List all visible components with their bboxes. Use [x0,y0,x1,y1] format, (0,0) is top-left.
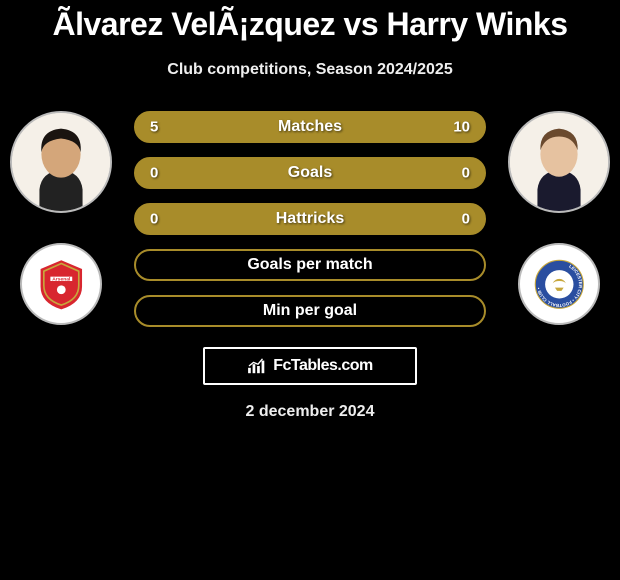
stat-label: Hattricks [276,210,344,228]
svg-text:Arsenal: Arsenal [52,276,71,282]
stat-left-value: 0 [150,165,158,182]
stat-label: Goals per match [247,256,372,274]
bar-chart-icon [247,357,269,375]
stat-right-value: 10 [453,119,470,136]
stat-bar-matches: 5 Matches 10 [134,111,486,143]
stat-bar-goals-per-match: Goals per match [134,249,486,281]
stat-left-value: 0 [150,211,158,228]
club-crest-icon: LEICESTER CITY • FOOTBALL CLUB • [532,257,587,312]
stat-right-value: 0 [462,165,470,182]
stat-label: Min per goal [263,302,357,320]
brand-text: FcTables.com [273,357,373,375]
left-club-badge: Arsenal [20,243,102,325]
stat-bars: 5 Matches 10 0 Goals 0 0 Hattricks 0 Goa… [134,111,486,327]
stat-left-value: 5 [150,119,158,136]
stat-bar-min-per-goal: Min per goal [134,295,486,327]
page-title: Ãlvarez VelÃ¡zquez vs Harry Winks [0,0,620,43]
stat-label: Goals [288,164,332,182]
player-silhouette-icon [12,113,110,211]
stat-bar-hattricks: 0 Hattricks 0 [134,203,486,235]
stat-label: Matches [278,118,342,136]
club-crest-icon: Arsenal [34,257,89,312]
stat-right-value: 0 [462,211,470,228]
subtitle: Club competitions, Season 2024/2025 [0,61,620,79]
left-column: Arsenal [8,111,114,325]
comparison-content: Arsenal LEICESTER CITY • FOOTBALL CL [0,111,620,421]
player-silhouette-icon [510,113,608,211]
right-player-avatar [508,111,610,213]
right-column: LEICESTER CITY • FOOTBALL CLUB • [506,111,612,325]
left-player-avatar [10,111,112,213]
stat-bar-goals: 0 Goals 0 [134,157,486,189]
date-text: 2 december 2024 [0,403,620,421]
brand-box: FcTables.com [203,347,417,385]
right-club-badge: LEICESTER CITY • FOOTBALL CLUB • [518,243,600,325]
